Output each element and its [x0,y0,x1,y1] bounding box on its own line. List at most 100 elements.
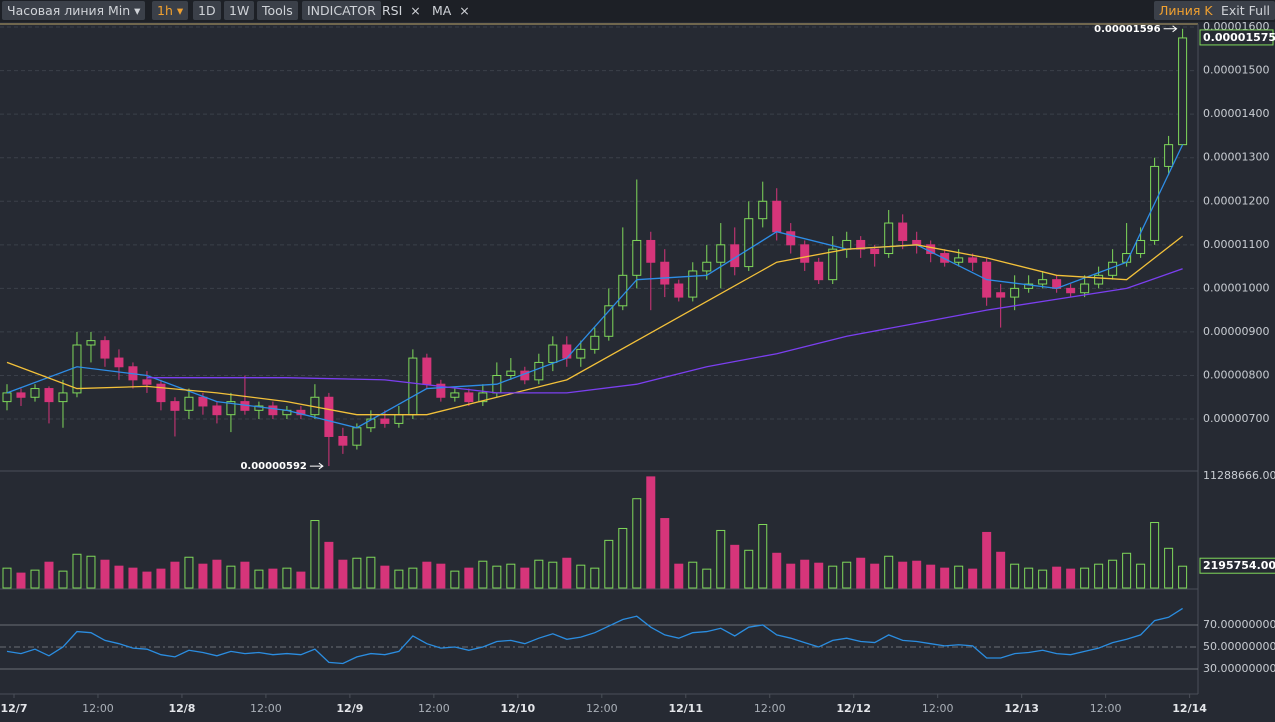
button[interactable]: 1D [193,1,221,20]
button[interactable]: Exit Full [1216,1,1275,20]
volume-bar [1150,522,1160,589]
candle-body [1080,283,1090,294]
y-tick-label: 0.00001500 [1203,64,1269,77]
candle-body [2,392,12,403]
volume-bar [100,559,110,589]
candle-body [786,231,796,246]
x-tick-label: 12/13 [1004,702,1039,715]
candle-body [380,418,390,424]
volume-bar [660,518,670,589]
volume-bar [1066,568,1076,589]
y-tick-label: 70.00000000 [1203,618,1275,631]
y-tick-label: 0.00000900 [1203,325,1269,338]
candle-body [324,396,334,437]
candle-body [772,200,782,233]
candle-body [898,222,908,241]
candle-body [1094,274,1104,285]
volume-bar [2,567,12,589]
candle-body [870,248,880,255]
button-label: 1h [157,3,173,18]
volume-bar [450,570,460,589]
button[interactable]: Tools [257,1,298,20]
volume-bar [394,569,404,589]
volume-bar [44,561,54,589]
candle-body [352,427,362,446]
volume-bar [1080,567,1090,589]
candle-body [212,405,222,416]
candle-body [562,344,572,359]
volume-bar [170,561,180,589]
button[interactable]: 1h ▾ [152,1,189,20]
candle-body [72,344,82,394]
volume-bar [674,563,684,589]
candle-body [268,405,278,416]
volume-bar [884,555,894,589]
volume-bar [954,565,964,589]
candle-body [856,239,866,250]
volume-bar [716,529,726,589]
candle-body [632,239,642,276]
volume-bar [184,556,194,589]
volume-bar [282,567,292,589]
volume-bar [786,563,796,589]
candle-body [968,257,978,263]
button[interactable]: Линия K [1154,1,1218,20]
candle-body [716,244,726,263]
candle-body [16,392,26,398]
volume-bar [142,571,152,589]
moving-average-line [6,235,1184,416]
volume-bar [1136,563,1146,589]
candle-body [142,379,152,385]
volume-bar [870,563,880,589]
volume-bar [128,567,138,589]
volume-bar [338,559,348,589]
indicator-tag[interactable]: RSI × [382,3,421,18]
indicator-tag[interactable]: MA × [432,3,470,18]
high-label: 0.00001596 [1094,24,1160,35]
x-tick-label: 12/10 [501,702,536,715]
volume-bar [1108,559,1118,589]
low-arrow [309,462,324,470]
x-tick-label: 12:00 [754,702,786,715]
volume-bar [436,563,446,589]
button[interactable]: INDICATOR [302,1,381,20]
volume-bar [744,549,754,589]
volume-bar [996,551,1006,589]
volume-bar [296,571,306,589]
button[interactable]: Min ▾ [103,1,146,20]
candle-body [996,292,1006,298]
low-label: 0.00000592 [240,461,306,472]
button-label: Min [108,3,131,18]
y-tick-label: 0.00000800 [1203,368,1269,381]
candle-body [366,418,376,429]
volume-bar [898,561,908,589]
volume-bar [618,527,628,589]
candle-body [590,335,600,350]
y-tick-label: 50.00000000 [1203,640,1275,653]
x-tick-label: 12/7 [1,702,28,715]
x-tick-label: 12/11 [668,702,703,715]
x-tick-label: 12/12 [836,702,871,715]
volume-bar [478,560,488,589]
button[interactable]: Часовая линия [2,1,110,20]
volume-bar [72,553,82,589]
volume-bar [268,568,278,589]
volume-bar [366,556,376,589]
volume-bar [576,564,586,589]
moving-average-line [6,144,1184,429]
candle-body [646,239,656,263]
volume-bar [464,567,474,589]
candle-body [954,257,964,263]
button[interactable]: 1W [224,1,255,20]
volume-bar [1178,565,1188,589]
candle-body [828,248,838,281]
volume-bar [380,565,390,589]
volume-bar [58,570,68,589]
volume-bar [30,569,40,589]
candle-body [58,392,68,403]
volume-bar [1024,567,1034,589]
x-tick-label: 12:00 [418,702,450,715]
y-tick-label: 0.00001000 [1203,281,1269,294]
